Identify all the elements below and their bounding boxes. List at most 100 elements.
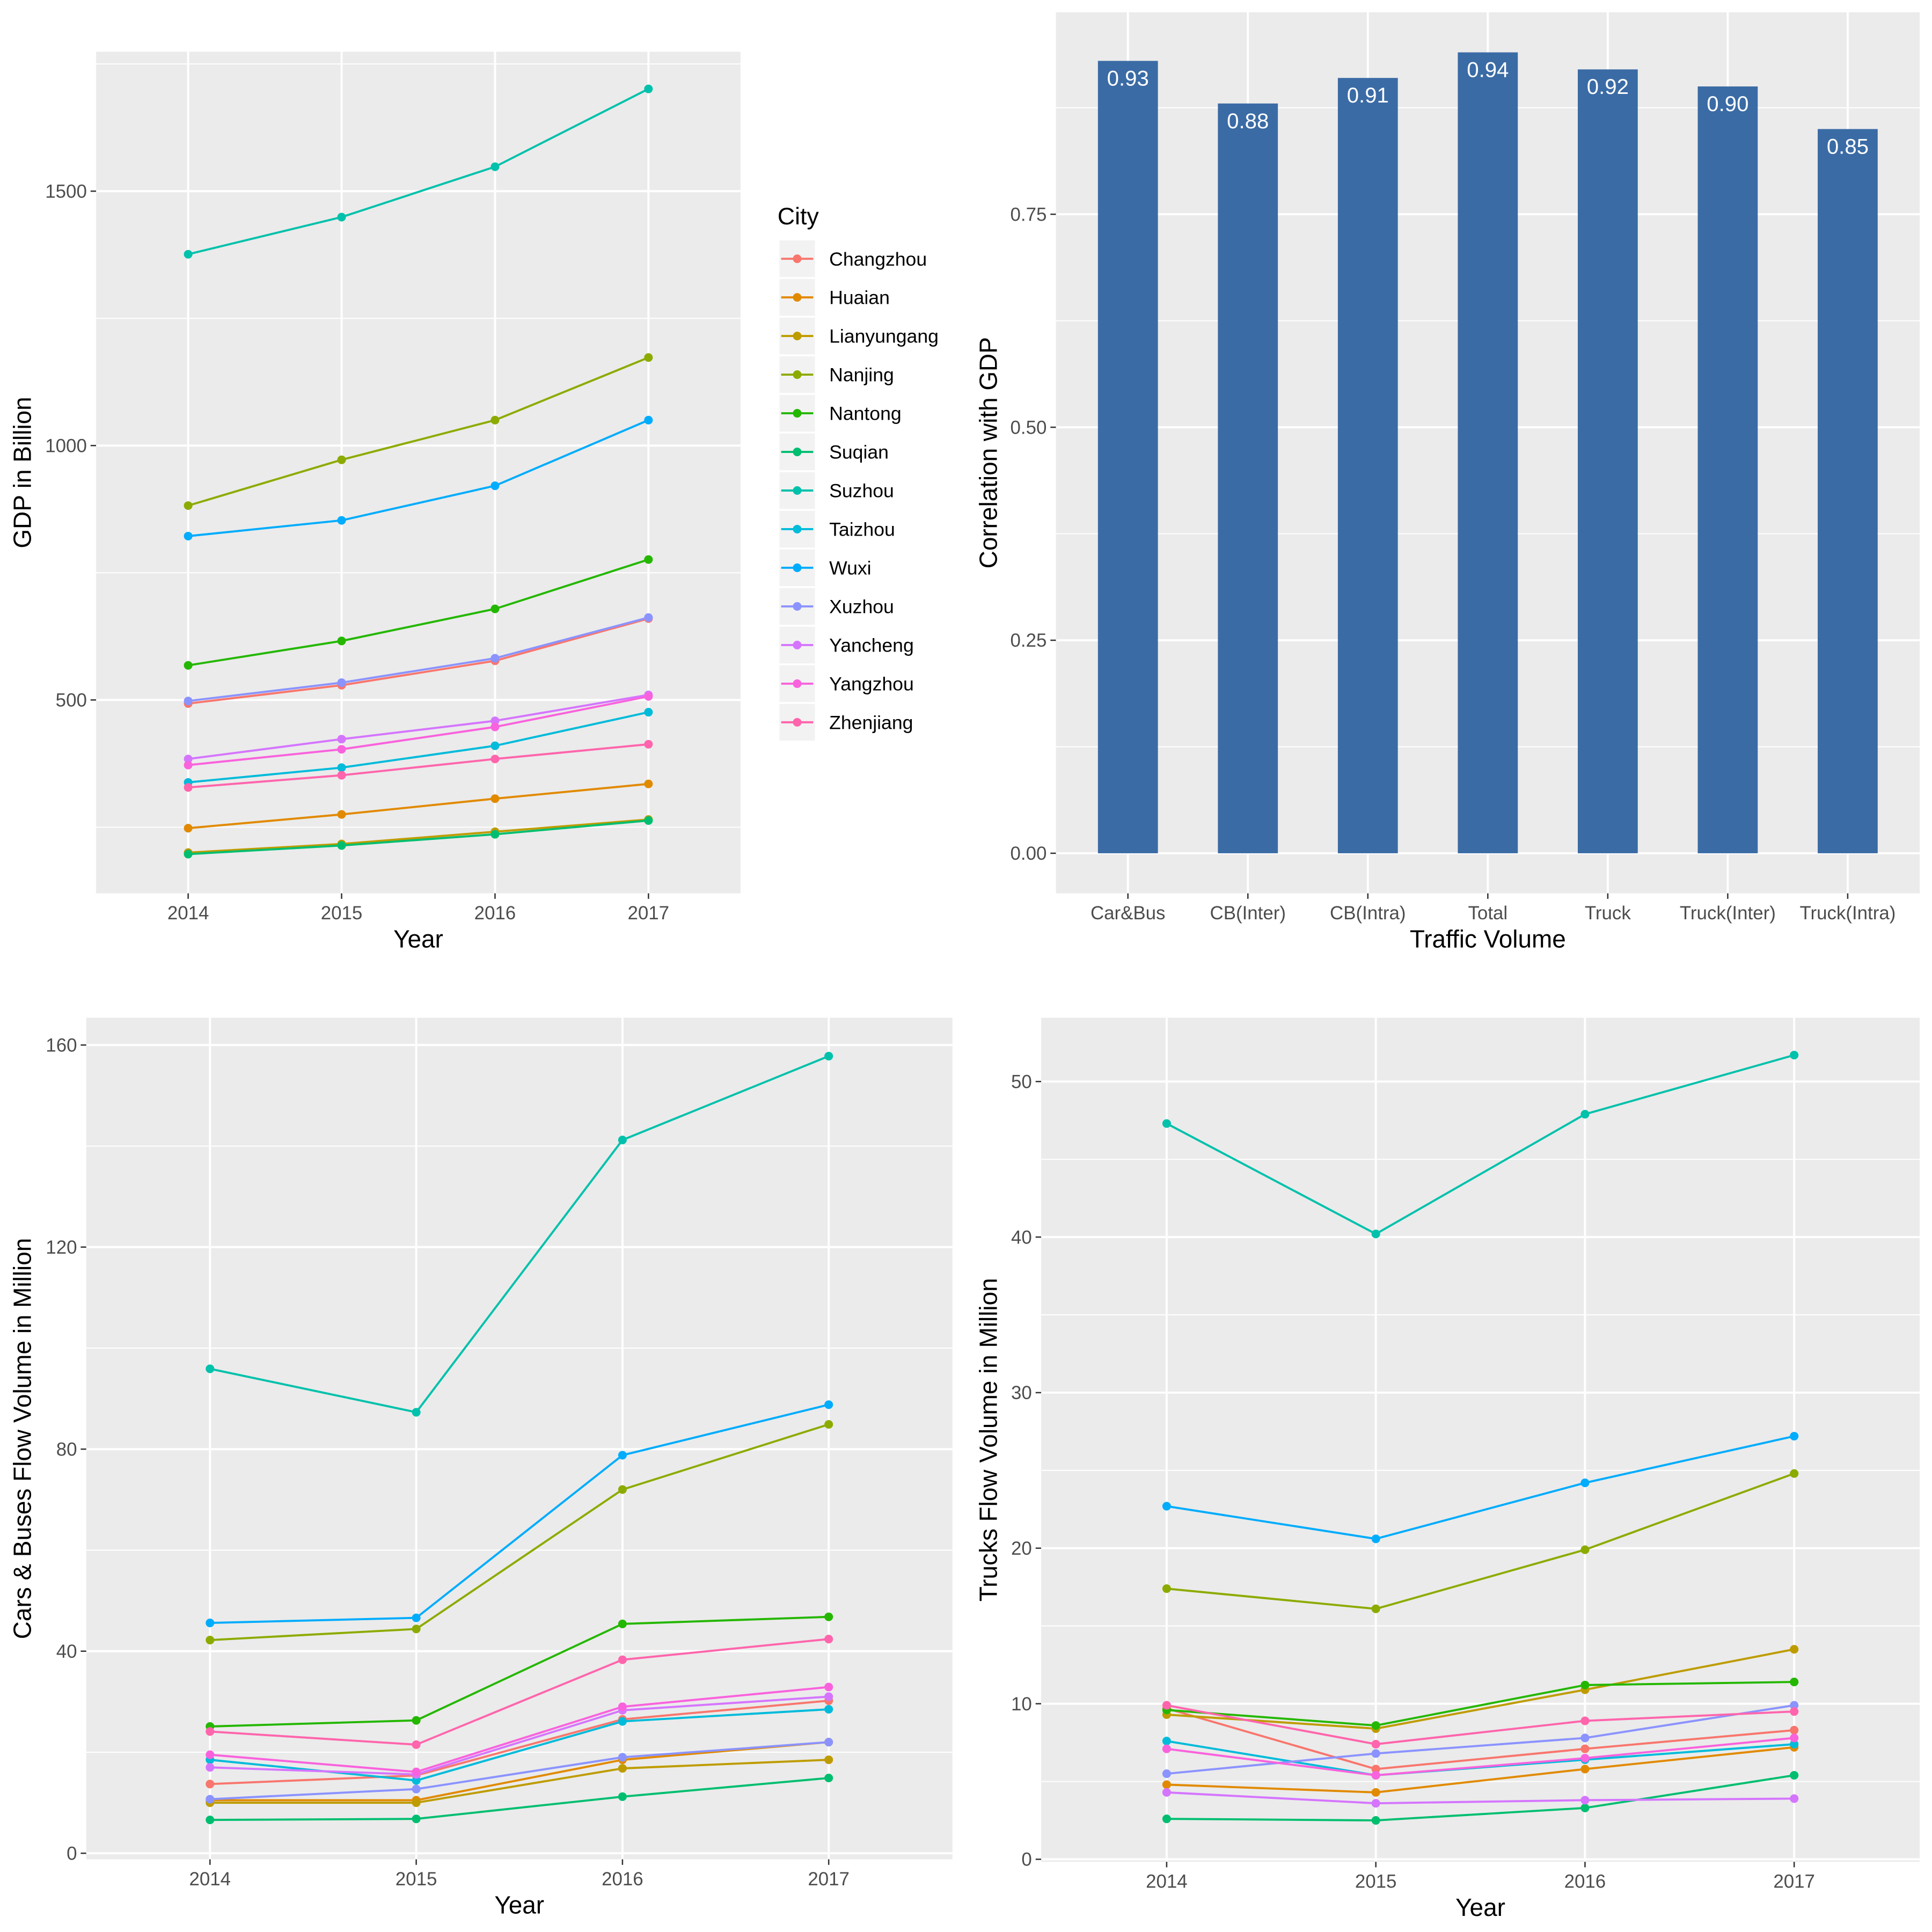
point-nanjing-2014 [184, 501, 193, 510]
y-tick-label: 500 [56, 690, 87, 711]
point-suqian-2014 [206, 1816, 215, 1825]
point-huaian-2015 [337, 810, 346, 819]
line-suqian [1166, 1774, 1795, 1821]
plot-panel [86, 1018, 953, 1860]
x-tick-label: 2014 [1146, 1871, 1188, 1892]
point-suzhou-2017 [644, 84, 653, 93]
legend-item-wuxi: Wuxi [778, 547, 872, 588]
line-nantong [1166, 1681, 1795, 1727]
point-suqian-2016 [618, 1792, 627, 1801]
bar-value-label-car-and-bus: 0.93 [1107, 66, 1149, 90]
x-tick-label: 2015 [1355, 1871, 1397, 1892]
point-taizhou-2014 [1162, 1737, 1171, 1746]
x-tick-label: Car&Bus [1091, 903, 1166, 924]
line-xuzhou [1166, 1704, 1795, 1775]
point-huaian-2017 [644, 779, 653, 788]
point-yancheng-2014 [206, 1763, 215, 1772]
point-nanjing-2015 [337, 455, 346, 464]
x-tick-label: 2016 [474, 903, 516, 924]
point-zhenjiang-2014 [184, 783, 193, 792]
legend-label: Changzhou [829, 248, 927, 270]
point-suzhou-2016 [1580, 1110, 1590, 1119]
y-tick-label: 0.50 [1010, 417, 1046, 438]
point-huaian-2015 [1371, 1788, 1380, 1797]
point-xuzhou-2014 [184, 697, 193, 706]
point-yancheng-2016 [491, 716, 500, 726]
point-nantong-2014 [184, 661, 193, 670]
line-lianyungang [1166, 1648, 1795, 1730]
y-tick-label: 30 [1011, 1382, 1032, 1403]
point-zhenjiang-2016 [1580, 1716, 1590, 1725]
point-taizhou-2016 [618, 1717, 627, 1726]
point-yangzhou-2016 [618, 1702, 627, 1711]
point-lianyungang-2016 [618, 1764, 627, 1773]
point-wuxi-2017 [1790, 1432, 1799, 1441]
point-wuxi-2015 [337, 516, 346, 525]
line-changzhou [188, 617, 649, 705]
point-nantong-2015 [337, 636, 346, 646]
point-nantong-2015 [1371, 1721, 1380, 1730]
bar-truck-intra [1818, 129, 1878, 853]
legend-label: Suzhou [829, 480, 894, 502]
legend-key-point [793, 602, 802, 611]
point-yangzhou-2016 [1580, 1754, 1590, 1763]
line-yangzhou [1166, 1737, 1795, 1776]
point-yangzhou-2017 [644, 692, 653, 701]
point-nanjing-2017 [824, 1420, 833, 1429]
legend-key-point [793, 293, 802, 302]
line-zhenjiang [188, 743, 649, 789]
legend-item-huaian: Huaian [778, 277, 890, 318]
point-taizhou-2017 [1790, 1739, 1799, 1749]
point-huaian-2016 [491, 794, 500, 803]
point-yangzhou-2015 [1371, 1770, 1380, 1780]
x-axis-title: Year [1455, 1893, 1505, 1921]
y-tick-label: 40 [56, 1641, 77, 1662]
point-xuzhou-2016 [491, 654, 500, 663]
line-zhenjiang [1166, 1704, 1795, 1745]
trucks-flow-line-chart: 0 10 20 30 40 50 2014 2015 2016 2017 Year Trucks Fl… [974, 1018, 1920, 1921]
bar-cb-intra [1337, 78, 1398, 853]
point-nanjing-2015 [1371, 1604, 1380, 1613]
line-suzhou [209, 1055, 829, 1414]
x-axis-title: Year [393, 925, 443, 953]
bar-cb-inter [1218, 103, 1278, 853]
point-suqian-2014 [184, 850, 193, 859]
y-tick-label: 0.25 [1010, 630, 1046, 651]
legend-label: Huaian [829, 287, 890, 309]
point-changzhou-2015 [1371, 1765, 1380, 1774]
legend-label: Nanjing [829, 364, 894, 386]
legend-item-xuzhou: Xuzhou [778, 586, 894, 626]
legend-key-point [793, 524, 802, 534]
point-yangzhou-2014 [184, 760, 193, 770]
point-lianyungang-2017 [824, 1755, 833, 1765]
bar-value-label-total: 0.94 [1467, 57, 1509, 82]
point-yangzhou-2017 [824, 1682, 833, 1692]
legend-key-point [793, 486, 802, 495]
y-tick-label: 50 [1011, 1071, 1032, 1092]
line-wuxi [188, 419, 649, 537]
point-zhenjiang-2016 [491, 755, 500, 764]
point-suqian-2015 [412, 1814, 421, 1824]
point-yangzhou-2016 [491, 722, 500, 731]
line-yancheng [188, 693, 649, 760]
y-tick-label: 0 [67, 1843, 77, 1864]
legend-key-point [793, 718, 802, 727]
point-zhenjiang-2017 [1790, 1707, 1799, 1716]
point-xuzhou-2017 [824, 1738, 833, 1747]
point-zhenjiang-2017 [644, 740, 653, 749]
point-xuzhou-2017 [644, 613, 653, 622]
x-tick-label: 2016 [602, 1869, 643, 1890]
point-yangzhou-2014 [206, 1750, 215, 1759]
point-nantong-2017 [644, 555, 653, 564]
x-tick-label: Truck [1585, 903, 1631, 924]
point-nanjing-2016 [1580, 1545, 1590, 1554]
point-nantong-2016 [491, 604, 500, 613]
y-tick-label: 160 [46, 1035, 77, 1056]
point-wuxi-2015 [412, 1613, 421, 1622]
point-yangzhou-2015 [412, 1767, 421, 1776]
line-taizhou [188, 711, 649, 784]
legend-item-nanjing: Nanjing [778, 355, 894, 395]
line-huaian [188, 782, 649, 830]
point-suzhou-2015 [337, 213, 346, 222]
point-nanjing-2014 [206, 1636, 215, 1645]
